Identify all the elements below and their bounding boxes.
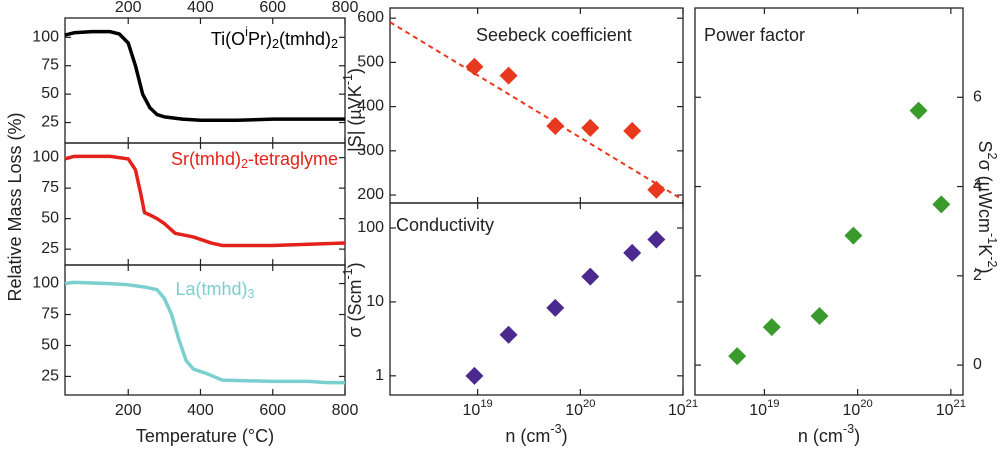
y-tick-label: 100 [32, 275, 59, 292]
x-tick-label: 600 [259, 402, 286, 419]
data-line [64, 29, 345, 123]
series-label: La(tmhd)3 [175, 279, 254, 302]
y-tick-label: 50 [41, 337, 59, 354]
data-point [546, 117, 565, 136]
data-point [932, 195, 951, 214]
plot-frame [694, 7, 964, 396]
x-tick-label: 1019 [749, 398, 779, 419]
y-tick-label: 500 [357, 54, 384, 71]
series-label: Sr(tmhd)2-tetraglyme [171, 149, 338, 172]
y-tick-label: 50 [41, 210, 59, 227]
data-point [581, 118, 600, 137]
data-point [844, 226, 863, 245]
data-point [581, 267, 600, 286]
data-point [810, 306, 829, 325]
x-tick-label: 800 [332, 0, 359, 16]
data-point [623, 243, 642, 262]
y-axis-label: S2σ (µWcm-1K-2) [975, 141, 998, 274]
y-tick-label: 25 [41, 240, 59, 257]
x-axis-label: n (cm-3) [505, 422, 567, 445]
y-tick-label: 300 [357, 142, 384, 159]
data-point [546, 298, 565, 317]
x-tick-label: 200 [115, 402, 142, 419]
data-line [64, 280, 345, 385]
y-tick-label: 100 [32, 29, 59, 46]
data-point [623, 121, 642, 140]
y-tick-label: 50 [41, 85, 59, 102]
y-tick-label: 75 [41, 57, 59, 74]
y-tick-label: 2 [973, 267, 982, 284]
x-tick-label: 400 [187, 0, 214, 16]
x-tick-label: 1021 [668, 398, 698, 419]
data-point [499, 325, 518, 344]
trend-line [390, 21, 683, 201]
data-point [728, 347, 747, 366]
plot-frame [64, 264, 346, 396]
y-tick-label: 75 [41, 306, 59, 323]
x-tick-label: 600 [259, 0, 286, 16]
data-line [64, 154, 346, 248]
panel-title: Power factor [704, 25, 805, 45]
y-tick-label: 600 [357, 9, 384, 26]
y-tick-label: 0 [973, 356, 982, 373]
data-point [499, 66, 518, 85]
x-axis-label: Temperature (°C) [136, 426, 274, 446]
x-tick-label: 200 [115, 0, 142, 16]
y-tick-label: 200 [357, 186, 384, 203]
y-tick-label: 100 [32, 149, 59, 166]
y-tick-label: 10 [366, 293, 384, 310]
x-axis-label: n (cm-3) [798, 422, 860, 445]
plot-frame [389, 202, 684, 396]
series-label: Ti(OiPr)2(tmhd)2 [211, 25, 338, 51]
panel-title: Seebeck coefficient [476, 25, 632, 45]
data-point [909, 101, 928, 120]
y-tick-label: 6 [973, 88, 982, 105]
y-tick-label: 25 [41, 114, 59, 131]
y-tick-label: 25 [41, 368, 59, 385]
data-point [647, 230, 666, 249]
x-tick-label: 1021 [936, 398, 966, 419]
y-tick-label: 4 [973, 178, 982, 195]
x-tick-label: 400 [187, 402, 214, 419]
data-point [465, 57, 484, 76]
x-tick-label: 1020 [843, 398, 873, 419]
x-tick-label: 1020 [565, 398, 595, 419]
data-point [465, 366, 484, 385]
data-point [647, 180, 666, 199]
y-tick-label: 100 [357, 219, 384, 236]
y-axis-label: |S| (µVK-1) [341, 68, 364, 152]
y-axis-label: Relative Mass Loss (%) [5, 112, 25, 301]
y-tick-label: 1 [375, 367, 384, 384]
panel-title: Conductivity [396, 215, 494, 235]
y-axis-label: σ (Scm-1) [341, 262, 364, 337]
data-point [762, 318, 781, 337]
y-tick-label: 75 [41, 179, 59, 196]
y-tick-label: 400 [357, 98, 384, 115]
x-tick-label: 800 [332, 402, 359, 419]
x-tick-label: 1019 [463, 398, 493, 419]
